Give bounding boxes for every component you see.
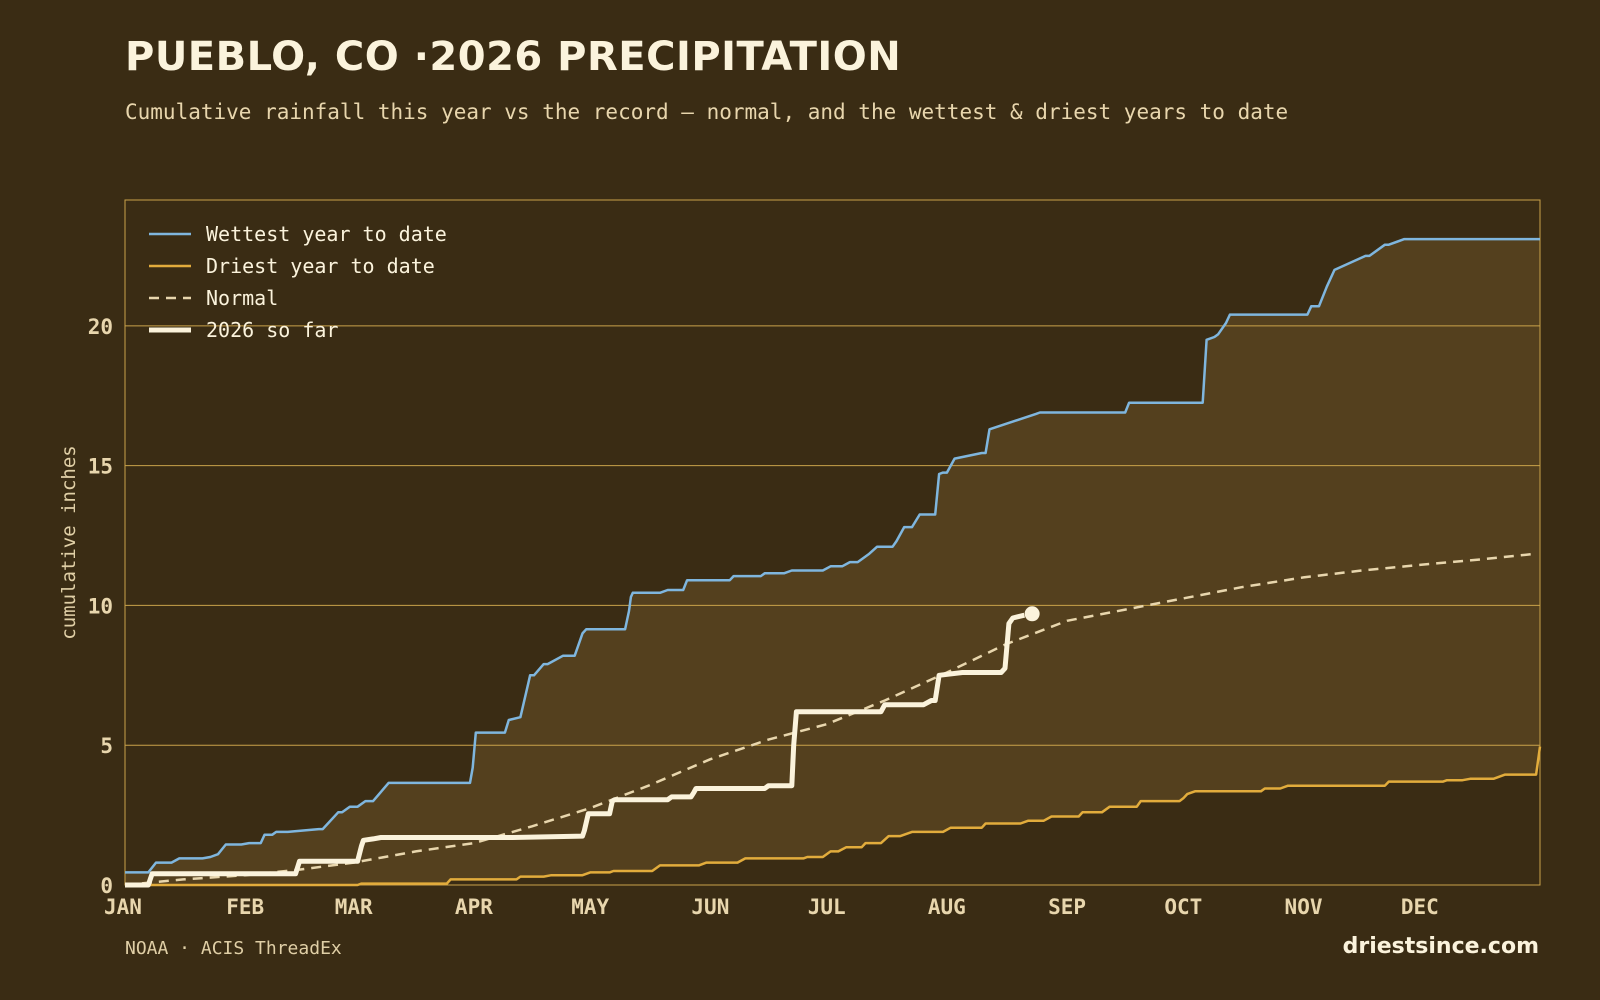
legend-label: Wettest year to date (206, 222, 447, 246)
site-brand[interactable]: driestsince.com (1342, 934, 1539, 959)
legend-item-driest: Driest year to date (149, 254, 435, 278)
x-tick-label: JUL (808, 895, 846, 919)
x-tick-label: JUN (691, 895, 729, 919)
chart-subtitle: Cumulative rainfall this year vs the rec… (125, 100, 1289, 124)
y-tick-label: 0 (100, 874, 113, 898)
y-tick-label: 20 (88, 315, 113, 339)
legend-label: Driest year to date (206, 254, 435, 278)
y-tick-label: 15 (88, 455, 113, 479)
legend-item-wettest: Wettest year to date (149, 222, 447, 246)
plot-frame (124, 199, 1541, 886)
series-line-wettest (125, 237, 1540, 874)
x-tick-label: MAR (335, 895, 373, 919)
series-line-driest (125, 746, 1542, 887)
y-tick-label: 10 (88, 594, 113, 618)
chart-title: PUEBLO, CO ·2026 PRECIPITATION (125, 34, 902, 80)
x-tick-label: APR (455, 895, 493, 919)
legend-item-2026: 2026 so far (149, 318, 338, 342)
data-source: NOAA · ACIS ThreadEx (125, 938, 342, 959)
legend: Wettest year to date Driest year to date N… (149, 222, 447, 342)
axis-layer: 0 5 10 15 20 JAN FEB MAR APR MAY JUN JUL AUG SEP OCT NO… (58, 315, 1439, 919)
legend-label: 2026 so far (206, 318, 338, 342)
range-band (125, 239, 1540, 886)
grid-layer (124, 199, 1541, 886)
x-tick-label: JAN (104, 895, 142, 919)
y-tick-label: 5 (100, 734, 113, 758)
legend-label: Normal (206, 286, 278, 310)
x-tick-label: OCT (1164, 895, 1202, 919)
legend-item-normal: Normal (149, 286, 278, 310)
current-point-marker (1024, 606, 1040, 622)
x-tick-label: NOV (1285, 895, 1323, 919)
x-tick-label: MAY (571, 895, 609, 919)
x-tick-label: SEP (1048, 895, 1086, 919)
series-layer (124, 237, 1542, 888)
wettest-driest-band-layer (125, 239, 1540, 886)
x-tick-label: AUG (928, 895, 966, 919)
series-line-2026 (125, 612, 1025, 888)
x-tick-label: DEC (1401, 895, 1439, 919)
x-tick-label: FEB (226, 895, 264, 919)
y-axis-label: cumulative inches (58, 445, 80, 639)
